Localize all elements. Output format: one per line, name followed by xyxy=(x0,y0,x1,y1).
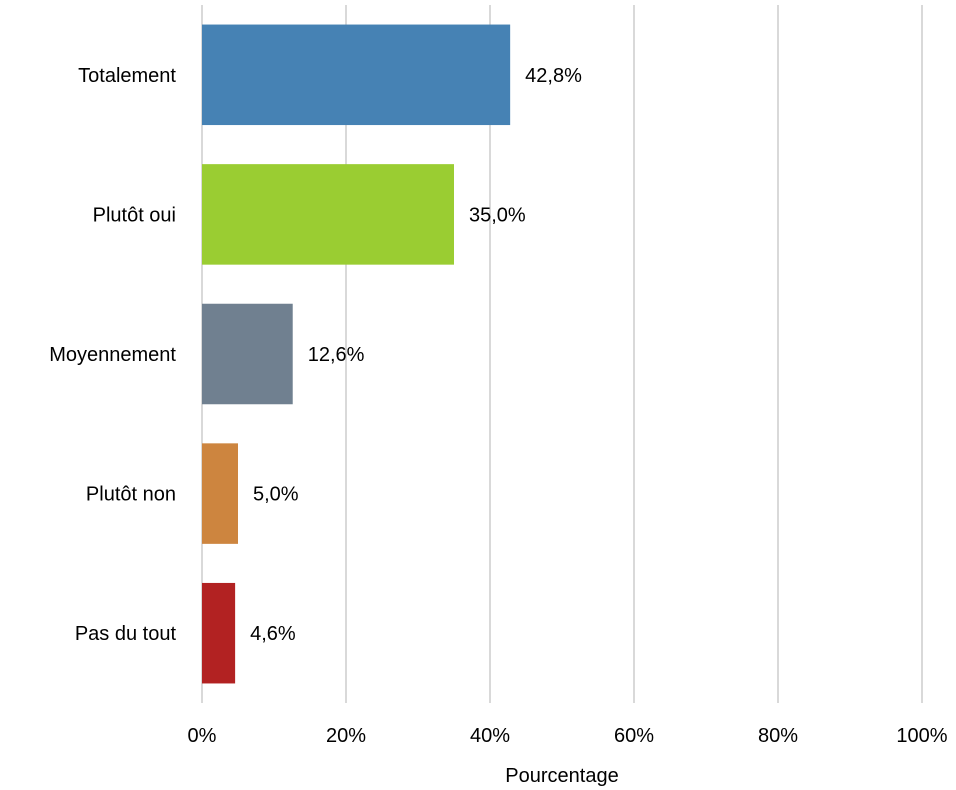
bars xyxy=(202,24,511,684)
category-label: Moyennement xyxy=(49,344,176,366)
x-tick-label: 0% xyxy=(188,725,217,747)
x-tick-label: 100% xyxy=(896,725,947,747)
bar xyxy=(202,303,293,405)
x-axis-title: Pourcentage xyxy=(505,765,618,787)
x-tick-label: 40% xyxy=(470,725,510,747)
bar xyxy=(202,443,238,544)
value-labels: 42,8% 35,0% 12,6% 5,0% 4,6% xyxy=(250,65,582,645)
x-tick-label: 20% xyxy=(326,725,366,747)
category-labels: Totalement Plutôt oui Moyennement Plutôt no… xyxy=(49,65,176,645)
x-tick-label: 60% xyxy=(614,725,654,747)
category-label: Plutôt oui xyxy=(93,204,176,226)
category-label: Totalement xyxy=(78,65,176,87)
x-tick-label: 80% xyxy=(758,725,798,747)
category-label: Pas du tout xyxy=(75,623,177,645)
x-tick-labels: 0% 20% 40% 60% 80% 100% xyxy=(188,725,948,747)
bar xyxy=(202,24,511,126)
value-label: 35,0% xyxy=(469,204,526,226)
value-label: 4,6% xyxy=(250,623,296,645)
value-label: 12,6% xyxy=(308,344,365,366)
bar xyxy=(202,164,454,265)
bar xyxy=(202,582,236,684)
value-label: 5,0% xyxy=(253,484,299,506)
value-label: 42,8% xyxy=(525,65,582,87)
category-label: Plutôt non xyxy=(86,484,176,506)
